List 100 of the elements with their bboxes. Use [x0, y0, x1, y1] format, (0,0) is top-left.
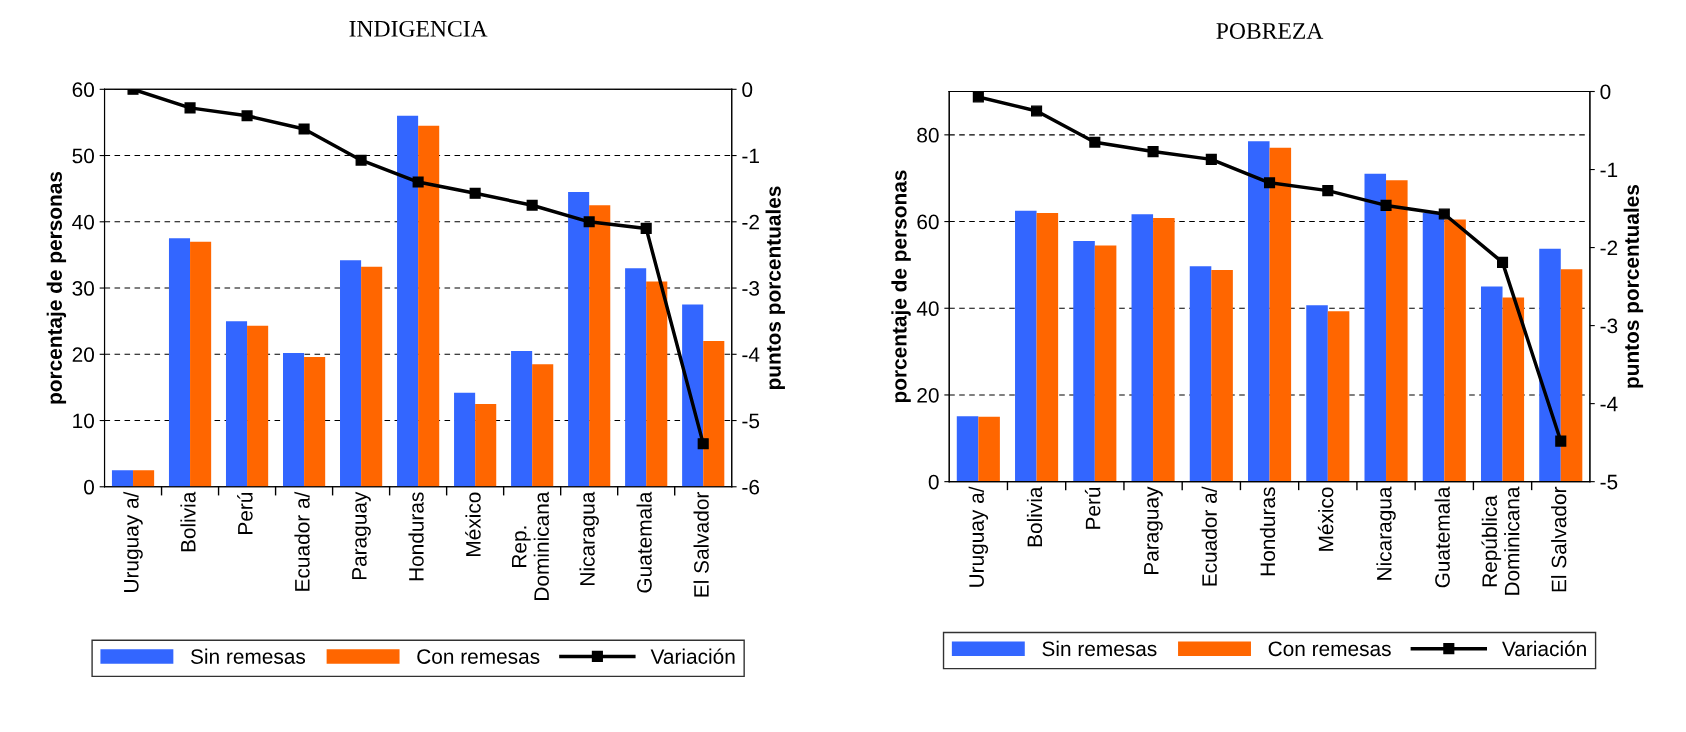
y-tick-label: 0	[84, 479, 94, 495]
point	[241, 110, 253, 122]
y2-tick-label: -5	[1600, 474, 1618, 490]
point	[526, 199, 538, 211]
y2-tick-label: -5	[742, 413, 760, 429]
point	[972, 91, 984, 103]
bar	[1444, 219, 1466, 482]
bar	[1094, 245, 1117, 482]
x-tick-label: El Salvador	[1551, 486, 1567, 592]
legend-label: Sin remesas	[190, 648, 306, 664]
y2-tick-label: 0	[742, 82, 753, 98]
chart-title: INDIGENCIA	[349, 20, 488, 37]
y2-tick-label: -4	[742, 347, 760, 362]
bar	[397, 115, 419, 487]
x-tick-label: Perú	[1084, 487, 1101, 529]
x-tick-label: Bolivia	[1026, 486, 1043, 547]
y-tick-label: 40	[916, 301, 939, 317]
bar	[646, 281, 668, 487]
y-tick-label: 40	[72, 214, 94, 230]
x-tick-label: Ecuador a/	[1201, 486, 1217, 586]
x-tick-label: República Dominicana	[1481, 486, 1520, 595]
x-tick-label: Nicaragua	[579, 491, 599, 585]
y2-axis-title: puntos porcentuales	[1623, 184, 1644, 388]
x-tick-label: Honduras	[408, 492, 424, 581]
point	[1264, 177, 1276, 189]
x-tick-label: Uruguay a/	[968, 486, 989, 587]
y2-tick-label: -3	[1600, 318, 1618, 334]
bar	[1153, 218, 1175, 482]
bar	[454, 392, 476, 487]
point	[412, 176, 424, 188]
bar	[1211, 270, 1233, 482]
bar	[1502, 297, 1525, 482]
point	[355, 154, 367, 166]
bar	[304, 356, 326, 487]
y2-axis-title: puntos porcentuales	[765, 186, 785, 390]
point	[298, 123, 310, 135]
bar	[532, 364, 554, 487]
point	[1438, 208, 1450, 220]
chart-title: POBREZA	[1216, 23, 1324, 39]
bar	[978, 416, 1000, 482]
bar	[1560, 269, 1583, 482]
legend-label: Variación	[650, 648, 735, 664]
bar	[682, 304, 704, 487]
bar	[956, 416, 979, 482]
bar	[511, 350, 533, 487]
point	[1205, 153, 1217, 165]
x-tick-label: Guatemala	[636, 491, 652, 593]
bar	[589, 205, 611, 487]
point	[1031, 105, 1043, 117]
y-tick-label: 60	[72, 82, 94, 98]
bar	[1131, 214, 1154, 482]
x-tick-label: Nicaragua	[1376, 486, 1396, 580]
bar	[133, 470, 155, 487]
bar	[1269, 147, 1292, 482]
x-tick-label: Guatemala	[1434, 486, 1450, 588]
y-tick-label: 50	[72, 148, 94, 164]
bar	[168, 238, 191, 487]
y-tick-label: 0	[928, 474, 939, 490]
bar	[625, 268, 647, 487]
bar	[1364, 173, 1387, 482]
x-tick-label: México	[465, 492, 481, 556]
point	[469, 187, 481, 199]
bar	[1539, 248, 1561, 482]
y2-tick-label: -4	[1600, 396, 1618, 412]
bar	[1327, 311, 1350, 482]
y-axis-title: porcentaje de personas	[46, 171, 67, 404]
bar	[418, 125, 440, 487]
x-tick-label: Bolivia	[180, 491, 196, 552]
y-tick-label: 20	[72, 347, 94, 363]
bar	[1306, 305, 1328, 482]
bar	[190, 241, 212, 487]
y-tick-label: 30	[72, 281, 94, 296]
y2-tick-label: -6	[742, 479, 760, 495]
point	[697, 438, 709, 450]
point	[184, 102, 196, 114]
bar	[1422, 212, 1445, 482]
bar	[361, 266, 383, 487]
x-tick-label: Paraguay	[352, 491, 371, 580]
legend-label: Variación	[1502, 640, 1586, 657]
bar	[247, 325, 269, 487]
x-tick-label: El Salvador	[693, 491, 709, 597]
y2-tick-label: -1	[742, 148, 759, 164]
x-tick-label: Honduras	[1259, 487, 1276, 576]
bar	[475, 403, 497, 487]
legend-label: Con remesas	[417, 649, 540, 664]
bar	[1036, 212, 1059, 482]
bar	[703, 341, 725, 487]
point	[1380, 199, 1392, 211]
point	[583, 216, 595, 228]
bar	[1480, 286, 1503, 482]
bar	[111, 470, 134, 487]
point	[1147, 146, 1159, 158]
y-tick-label: 60	[917, 214, 939, 230]
point	[1089, 136, 1101, 148]
point	[640, 222, 652, 234]
x-tick-label: Perú	[237, 492, 253, 534]
y2-tick-label: 0	[1600, 84, 1611, 100]
bar	[283, 352, 305, 487]
y-tick-label: 20	[917, 387, 939, 403]
y-axis-title: porcentaje de personas	[891, 170, 911, 403]
